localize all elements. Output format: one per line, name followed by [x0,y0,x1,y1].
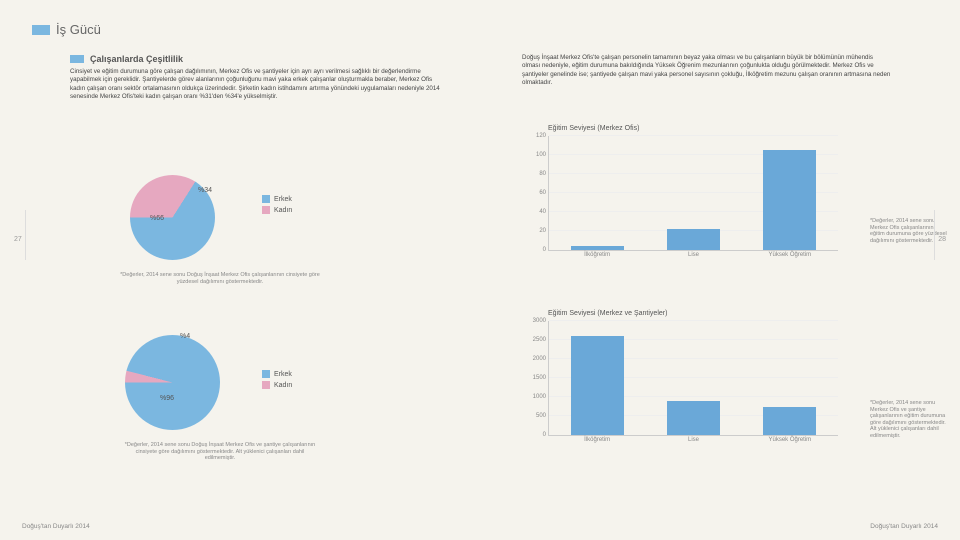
page-divider-left [25,210,26,260]
pie2-female-label: %4 [180,333,190,340]
body-text-left: Cinsiyet ve eğitim durumuna göre çalışan… [70,68,440,101]
page-divider-right [934,210,935,260]
legend-row: Kadın [262,381,292,389]
y-axis-label: 40 [539,209,549,215]
y-axis-label: 2500 [533,337,549,343]
chart1-plot: 020406080100120İlköğretimLiseYüksek Öğre… [548,136,838,251]
legend-row: Erkek [262,370,292,378]
x-axis-label: Yüksek Öğretim [742,435,838,443]
x-axis-label: Lise [645,250,741,258]
legend-female: Kadın [274,382,292,389]
y-axis-label: 80 [539,171,549,177]
bar [763,407,816,436]
pie1-footnote: *Değerler, 2014 sene sonu Doğuş İnşaat M… [120,272,320,285]
page-number-right: 28 [938,236,946,243]
chart2-plot: 050010001500200025003000İlköğretimLiseYü… [548,321,838,436]
legend-male: Erkek [274,196,292,203]
subheader: Çalışanlarda Çeşitlilik [70,54,183,64]
bar [667,229,720,250]
y-axis-label: 1000 [533,394,549,400]
y-axis-label: 1500 [533,375,549,381]
pie2-graphic [125,335,220,430]
swatch-male-icon [262,370,270,378]
subheader-accent [70,55,84,63]
legend-row: Kadın [262,206,292,214]
chart2-footnote: *Değerler, 2014 sene sonu Merkez Ofis ve… [870,400,948,440]
gridline [549,320,838,321]
footer-right: Doğuş'tan Duyarlı 2014 [870,523,938,530]
y-axis-label: 100 [536,152,549,158]
body-text-right: Doğuş İnşaat Merkez Ofis'te çalışan pers… [522,54,892,87]
y-axis-label: 3000 [533,318,549,324]
pie2-footnote: *Değerler, 2014 sene sonu Doğuş İnşaat M… [120,442,320,462]
chart2-title: Eğitim Seviyesi (Merkez ve Şantiyeler) [548,310,858,317]
pie-chart-gender-office: %66 %34 [130,175,215,260]
legend-row: Erkek [262,195,292,203]
swatch-female-icon [262,381,270,389]
header-title: İş Gücü [56,22,101,37]
subheader-title: Çalışanlarda Çeşitlilik [90,54,183,64]
swatch-male-icon [262,195,270,203]
bar [667,401,720,435]
pie2-male-label: %96 [160,395,174,402]
bar-chart-education-all: Eğitim Seviyesi (Merkez ve Şantiyeler) 0… [548,310,858,436]
y-axis-label: 2000 [533,356,549,362]
x-axis-label: İlköğretim [549,250,645,258]
page-number-left: 27 [14,236,22,243]
swatch-female-icon [262,206,270,214]
page-header: İş Gücü [32,22,101,37]
bar [763,150,816,250]
chart1-title: Eğitim Seviyesi (Merkez Ofis) [548,125,858,132]
pie2-legend: Erkek Kadın [262,370,292,392]
x-axis-label: Lise [645,435,741,443]
pie-chart-gender-all: %96 %4 [125,335,220,430]
y-axis-label: 500 [536,413,549,419]
x-axis-label: Yüksek Öğretim [742,250,838,258]
legend-female: Kadın [274,207,292,214]
y-axis-label: 60 [539,190,549,196]
pie1-legend: Erkek Kadın [262,195,292,217]
y-axis-label: 20 [539,228,549,234]
footer-left: Doğuş'tan Duyarlı 2014 [22,523,90,530]
pie1-female-label: %34 [198,187,212,194]
bar-chart-education-office: Eğitim Seviyesi (Merkez Ofis) 0204060801… [548,125,858,251]
x-axis-label: İlköğretim [549,435,645,443]
bar [571,336,624,435]
gridline [549,135,838,136]
legend-male: Erkek [274,371,292,378]
header-accent [32,25,50,35]
y-axis-label: 120 [536,133,549,139]
chart1-footnote: *Değerler, 2014 sene sonu Merkez Ofis ça… [870,218,948,244]
pie1-male-label: %66 [150,215,164,222]
